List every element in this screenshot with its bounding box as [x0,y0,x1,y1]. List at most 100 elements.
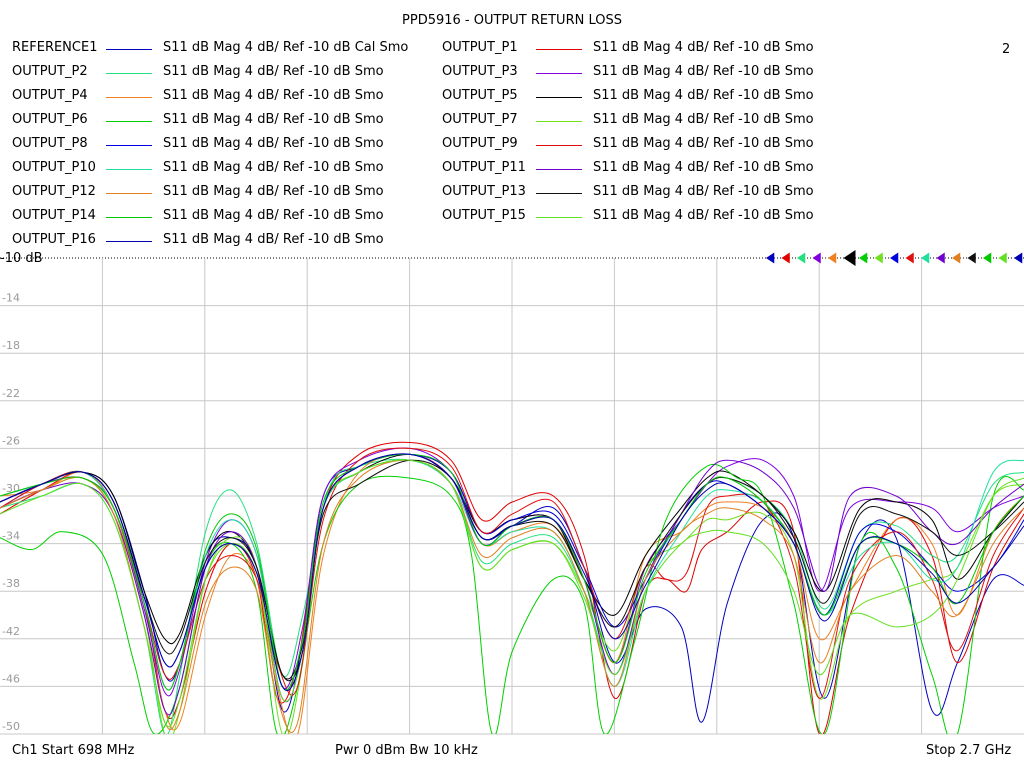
legend-item[interactable]: OUTPUT_P9 S11 dB Mag 4 dB/ Ref -10 dB Smo [442,136,862,156]
legend-swatch [106,121,152,122]
trace-reference-marker[interactable] [781,252,790,264]
y-tick-label: -26 [2,434,20,447]
legend-item[interactable]: OUTPUT_P14 S11 dB Mag 4 dB/ Ref -10 dB Sm… [12,208,432,228]
legend-item[interactable]: OUTPUT_P2 S11 dB Mag 4 dB/ Ref -10 dB Smo [12,64,432,84]
legend-swatch [536,121,582,122]
legend-item[interactable]: OUTPUT_P7 S11 dB Mag 4 dB/ Ref -10 dB Smo [442,112,862,132]
trace-reference-marker[interactable] [843,250,856,266]
power-bandwidth: Pwr 0 dBm Bw 10 kHz [335,743,478,758]
reference-line-label: -10 dB [0,251,43,266]
legend-trace-name: OUTPUT_P8 [12,136,88,151]
trace-reference-marker[interactable] [828,252,837,264]
legend-trace-name: OUTPUT_P14 [12,208,96,223]
trace-reference-marker[interactable] [797,252,806,264]
legend-trace-description: S11 dB Mag 4 dB/ Ref -10 dB Cal Smo [163,40,409,55]
legend-trace-description: S11 dB Mag 4 dB/ Ref -10 dB Smo [163,112,384,127]
legend-trace-name: OUTPUT_P10 [12,160,96,175]
legend-trace-name: OUTPUT_P11 [442,160,526,175]
legend-trace-description: S11 dB Mag 4 dB/ Ref -10 dB Smo [163,88,384,103]
legend-trace-name: REFERENCE1 [12,40,98,55]
legend-item[interactable]: OUTPUT_P16 S11 dB Mag 4 dB/ Ref -10 dB Sm… [12,232,432,252]
stop-frequency: Stop 2.7 GHz [926,743,1012,758]
trace-reference-marker[interactable] [905,252,914,264]
legend-trace-name: OUTPUT_P2 [12,64,88,79]
trace-reference-marker[interactable] [952,252,961,264]
trace-reference-marker[interactable] [998,252,1007,264]
trace-line [0,453,1024,692]
legend-swatch [106,73,152,74]
legend-swatch [536,193,582,194]
legend: REFERENCE1 S11 dB Mag 4 dB/ Ref -10 dB Ca… [0,40,1024,255]
legend-item[interactable]: OUTPUT_P8 S11 dB Mag 4 dB/ Ref -10 dB Smo [12,136,432,156]
legend-trace-name: OUTPUT_P9 [442,136,518,151]
legend-trace-name: OUTPUT_P16 [12,232,96,247]
chart-title: PPD5916 - OUTPUT RETURN LOSS [402,13,622,28]
y-tick-label: -18 [2,339,20,352]
legend-trace-description: S11 dB Mag 4 dB/ Ref -10 dB Smo [163,160,384,175]
legend-trace-description: S11 dB Mag 4 dB/ Ref -10 dB Smo [163,208,384,223]
trace-reference-marker[interactable] [859,252,868,264]
legend-swatch [536,49,582,50]
trace-reference-marker[interactable] [967,252,976,264]
trace-reference-marker[interactable] [936,252,945,264]
legend-item[interactable]: OUTPUT_P13 S11 dB Mag 4 dB/ Ref -10 dB Sm… [442,184,862,204]
legend-trace-description: S11 dB Mag 4 dB/ Ref -10 dB Smo [593,184,814,199]
legend-trace-name: OUTPUT_P15 [442,208,526,223]
trace-reference-marker[interactable] [1014,252,1023,264]
legend-trace-description: S11 dB Mag 4 dB/ Ref -10 dB Smo [163,232,384,247]
legend-trace-name: OUTPUT_P5 [442,88,518,103]
legend-swatch [106,193,152,194]
trace-reference-marker[interactable] [766,252,775,264]
y-tick-label: -34 [2,530,20,543]
y-tick-labels: -14-18-22-26-30-34-38-42-46-50 [2,292,20,733]
legend-trace-description: S11 dB Mag 4 dB/ Ref -10 dB Smo [593,112,814,127]
status-footer: Ch1 Start 698 MHz Pwr 0 dBm Bw 10 kHz St… [0,743,1024,763]
legend-item[interactable]: REFERENCE1 S11 dB Mag 4 dB/ Ref -10 dB Ca… [12,40,432,60]
legend-item[interactable]: OUTPUT_P11 S11 dB Mag 4 dB/ Ref -10 dB Sm… [442,160,862,180]
legend-item[interactable]: OUTPUT_P4 S11 dB Mag 4 dB/ Ref -10 dB Smo [12,88,432,108]
legend-trace-description: S11 dB Mag 4 dB/ Ref -10 dB Smo [593,40,814,55]
legend-trace-name: OUTPUT_P12 [12,184,96,199]
legend-trace-description: S11 dB Mag 4 dB/ Ref -10 dB Smo [593,160,814,175]
legend-trace-description: S11 dB Mag 4 dB/ Ref -10 dB Smo [593,136,814,151]
legend-swatch [106,169,152,170]
trace-line [0,453,1024,691]
start-frequency: Ch1 Start 698 MHz [12,743,135,758]
legend-trace-name: OUTPUT_P4 [12,88,88,103]
legend-item[interactable]: OUTPUT_P15 S11 dB Mag 4 dB/ Ref -10 dB Sm… [442,208,862,228]
legend-trace-name: OUTPUT_P7 [442,112,518,127]
trace-line [0,458,1024,734]
legend-swatch [536,145,582,146]
trace-reference-marker[interactable] [890,252,899,264]
trace-reference-marker[interactable] [983,252,992,264]
legend-swatch [106,97,152,98]
legend-swatch [106,241,152,242]
legend-trace-description: S11 dB Mag 4 dB/ Ref -10 dB Smo [593,208,814,223]
legend-item[interactable]: OUTPUT_P6 S11 dB Mag 4 dB/ Ref -10 dB Smo [12,112,432,132]
trace-line [0,459,1024,733]
legend-trace-name: OUTPUT_P13 [442,184,526,199]
legend-item[interactable]: OUTPUT_P12 S11 dB Mag 4 dB/ Ref -10 dB Sm… [12,184,432,204]
legend-item[interactable]: OUTPUT_P5 S11 dB Mag 4 dB/ Ref -10 dB Smo [442,88,862,108]
traces [0,441,1024,734]
y-tick-label: -46 [2,672,20,685]
legend-item[interactable]: OUTPUT_P10 S11 dB Mag 4 dB/ Ref -10 dB Sm… [12,160,432,180]
legend-trace-name: OUTPUT_P1 [442,40,518,55]
trace-line [0,459,1024,728]
trace-markers[interactable] [766,250,1023,266]
legend-item[interactable]: OUTPUT_P1 S11 dB Mag 4 dB/ Ref -10 dB Smo [442,40,862,60]
y-tick-label: -22 [2,387,20,400]
legend-item[interactable]: OUTPUT_P3 S11 dB Mag 4 dB/ Ref -10 dB Smo [442,64,862,84]
legend-trace-description: S11 dB Mag 4 dB/ Ref -10 dB Smo [593,88,814,103]
y-tick-label: -42 [2,625,20,638]
y-tick-label: -50 [2,720,20,733]
trace-reference-marker[interactable] [812,252,821,264]
legend-swatch [536,97,582,98]
y-tick-label: -14 [2,292,20,305]
legend-trace-description: S11 dB Mag 4 dB/ Ref -10 dB Smo [163,136,384,151]
trace-reference-marker[interactable] [921,252,930,264]
legend-swatch [106,49,152,50]
legend-swatch [536,169,582,170]
trace-reference-marker[interactable] [874,252,883,264]
